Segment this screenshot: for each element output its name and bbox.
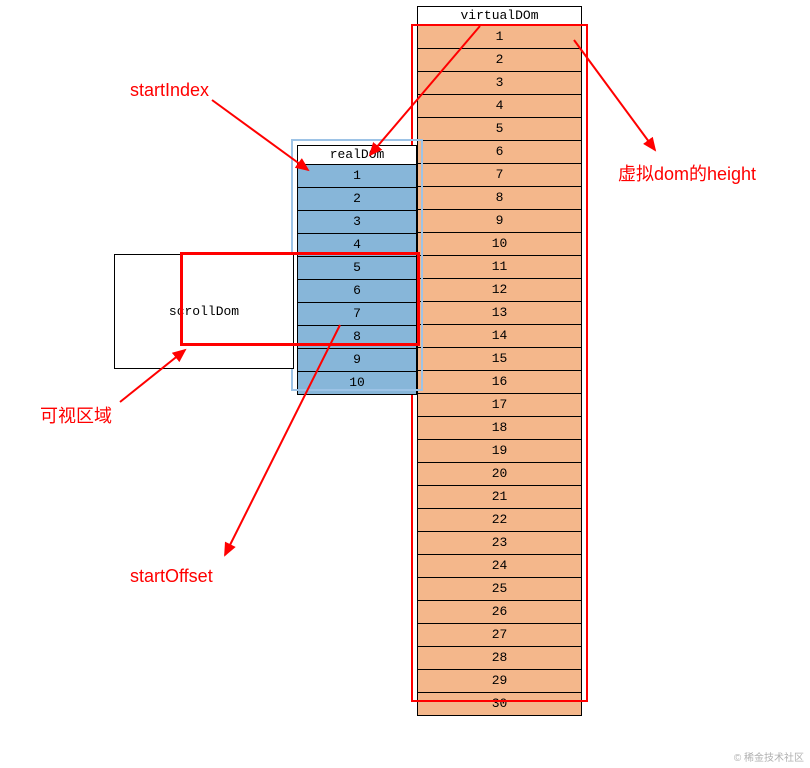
label-start-index: startIndex: [130, 80, 209, 101]
virtualDom-row: 8: [418, 187, 581, 210]
virtualDom-row: 6: [418, 141, 581, 164]
realDom-row: 5: [298, 257, 416, 280]
realDom-row: 1: [298, 165, 416, 188]
scroll-dom-box: scrollDom: [114, 254, 294, 369]
virtualDom-row: 4: [418, 95, 581, 118]
virtualDom-row: 5: [418, 118, 581, 141]
realDom-row: 8: [298, 326, 416, 349]
virtualDom-row: 15: [418, 348, 581, 371]
virtualDom-row: 17: [418, 394, 581, 417]
virtualDom-row: 27: [418, 624, 581, 647]
realDom-row: 10: [298, 372, 416, 394]
label-visible-area: 可视区域: [40, 402, 112, 428]
virtualDom-row: 10: [418, 233, 581, 256]
virtualDom-row: 11: [418, 256, 581, 279]
virtualDom-row: 3: [418, 72, 581, 95]
virtual-dom-table: virtualDOm 12345678910111213141516171819…: [417, 6, 582, 716]
virtualDom-row: 28: [418, 647, 581, 670]
virtualDom-row: 30: [418, 693, 581, 715]
arrow-startIndex-to-row1: [212, 100, 308, 170]
virtualDom-row: 24: [418, 555, 581, 578]
virtual-dom-header: virtualDOm: [418, 7, 581, 26]
virtualDom-row: 26: [418, 601, 581, 624]
virtualDom-row: 16: [418, 371, 581, 394]
virtualDom-row: 29: [418, 670, 581, 693]
virtualDom-row: 12: [418, 279, 581, 302]
realDom-row: 7: [298, 303, 416, 326]
virtualDom-row: 22: [418, 509, 581, 532]
realDom-row: 3: [298, 211, 416, 234]
label-vdom-height: 虚拟dom的height: [618, 160, 756, 186]
virtualDom-row: 1: [418, 26, 581, 49]
realDom-row: 6: [298, 280, 416, 303]
diagram-canvas: virtualDOm 12345678910111213141516171819…: [0, 0, 810, 768]
realDom-row: 4: [298, 234, 416, 257]
virtualDom-row: 13: [418, 302, 581, 325]
virtualDom-row: 25: [418, 578, 581, 601]
virtualDom-row: 19: [418, 440, 581, 463]
arrow-vheight-to-vdomrect: [574, 40, 655, 150]
virtualDom-row: 2: [418, 49, 581, 72]
virtualDom-row: 14: [418, 325, 581, 348]
virtualDom-row: 23: [418, 532, 581, 555]
watermark: © 稀金技术社区: [734, 749, 804, 764]
virtualDom-row: 18: [418, 417, 581, 440]
real-dom-table: realDOm 12345678910: [297, 145, 417, 395]
realDom-row: 2: [298, 188, 416, 211]
virtualDom-row: 9: [418, 210, 581, 233]
label-start-offset: startOffset: [130, 566, 213, 587]
realDom-row: 9: [298, 349, 416, 372]
virtualDom-row: 7: [418, 164, 581, 187]
real-dom-header: realDOm: [298, 146, 416, 165]
virtualDom-row: 20: [418, 463, 581, 486]
virtualDom-row: 21: [418, 486, 581, 509]
scroll-dom-label: scrollDom: [169, 304, 239, 319]
